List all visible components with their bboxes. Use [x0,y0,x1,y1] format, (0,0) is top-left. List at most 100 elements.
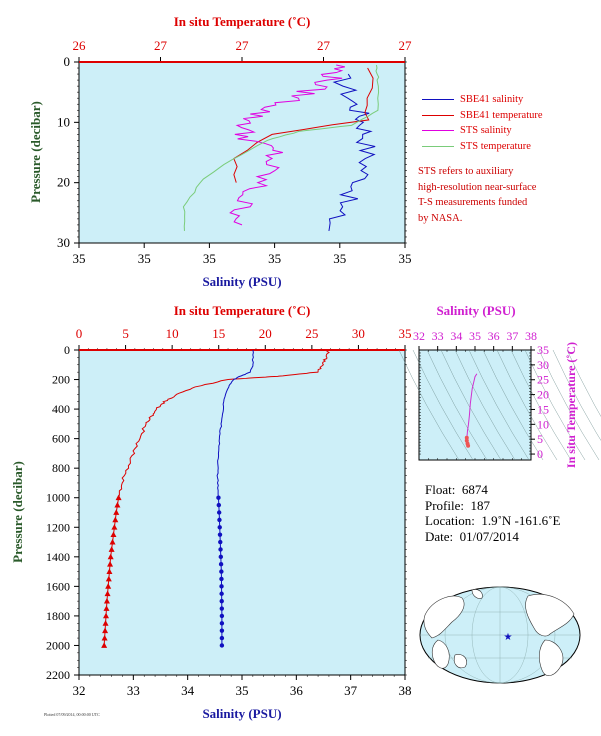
ts-top-tick-label: 35 [469,329,481,343]
temperature-marker [103,605,110,611]
temperature-marker [103,597,110,604]
salinity-marker [219,576,224,582]
ts-right-tick-label: 20 [537,388,549,402]
ts-point [464,435,469,440]
temperature-marker [114,501,121,508]
ts-top-tick-label: 32 [413,329,425,343]
ts-right-tick-label: 0 [537,447,543,461]
salinity-marker [219,606,225,611]
y-tick-label: 1200 [46,520,70,534]
profile-value: 187 [470,497,491,513]
bottom-tick-label: 33 [127,683,140,698]
legend-label: SBE41 temperature [460,109,543,121]
bottom-tick-label: 35 [333,251,346,266]
bottom-panel-y-axis: 0 200 400 600 800 1000 1200 1400 1600 1800 2000 220… [46,343,407,682]
y-tick-label: 200 [52,373,70,387]
y-tick-label: 400 [52,402,70,416]
top-panel: 26 27 27 27 27 35 35 35 35 35 35 0 10 20 30 In situ … [28,14,412,289]
salinity-marker [216,510,222,515]
ts-point [466,443,471,448]
y-tick-label: 600 [52,432,70,446]
top-panel-bottom-axis-title: Salinity (PSU) [202,274,281,289]
legend: SBE41 salinity SBE41 temperature STS sal… [420,92,543,154]
salinity-marker [219,591,224,596]
sts-note-line: by NASA. [418,212,463,224]
series-line-sbe41-salinity [216,349,254,646]
density-contour [398,349,460,461]
bottom-panel-bottom-axis-title: Salinity (PSU) [202,706,281,721]
ts-right-tick-label: 25 [537,373,549,387]
temperature-marker [115,494,122,501]
y-tick-label: 2200 [46,668,70,682]
salinity-marker [218,539,223,545]
legend-item-sts-temperature: STS temperature [420,139,543,155]
legend-label: STS temperature [460,140,531,152]
bottom-tick-label: 32 [73,683,86,698]
world-map-inset: ★ [419,586,581,684]
temperature-marker [108,546,115,552]
legend-label: STS salinity [460,125,512,136]
temperature-marker [101,642,108,648]
y-tick-label: 2000 [46,638,70,652]
ts-right-tick-label: 30 [537,358,549,372]
temperature-marker [105,575,112,582]
top-panel-bottom-axis: 35 35 35 35 35 35 [73,243,412,266]
ts-panel-plot-area [418,349,532,461]
float-label: Float: [425,482,456,497]
bottom-panel-series [79,349,405,648]
salinity-marker [218,554,224,560]
density-contour [440,349,502,461]
ts-panel-right-axis-title: In situ Temperature (˚C) [564,342,578,468]
profile-row: Profile: 187 [425,498,560,514]
density-contour [468,349,530,461]
date-label: Date: [425,528,454,544]
series-line-sbe41-temperature [103,349,330,646]
top-panel-series [79,61,405,232]
density-contour [482,349,544,461]
sts-note-line: STS refers to auxiliary [418,166,514,177]
profile-label: Profile: [425,497,464,513]
top-tick-label: 27 [154,38,168,53]
location-value: 1.9˚N -161.6˚E [481,513,561,528]
temperature-marker [107,553,114,560]
legend-item-sbe41-salinity: SBE41 salinity [420,92,543,108]
sts-note-line: high-resolution near-surface [418,181,537,193]
salinity-marker [219,569,224,574]
y-tick-label: 800 [52,461,70,475]
top-tick-label: 5 [122,326,129,341]
sts-note-line: T-S measurements funded [418,197,528,208]
top-tick-label: 0 [76,326,83,341]
y-tick-label: 0 [64,343,70,357]
temperature-marker [112,516,119,523]
salinity-marker [219,643,225,648]
y-tick-label: 1600 [46,579,70,593]
temperature-marker [104,590,111,597]
series-line-sbe41-temperature [233,67,374,183]
bottom-tick-label: 37 [344,683,358,698]
location-label: Location: [425,513,475,528]
top-panel-y-axis-title: Pressure (decibar) [28,101,43,203]
ts-density-contours [398,349,601,461]
legend-item-sts-salinity: STS salinity [420,123,543,139]
salinity-marker [219,621,225,626]
float-info: Float: 6874 Profile: 187 Location: 1.9˚N… [425,482,560,544]
bottom-tick-label: 38 [399,683,412,698]
y-tick-label: 30 [57,235,70,250]
density-contour [566,349,601,418]
temperature-marker [103,612,110,619]
bottom-tick-label: 35 [203,251,216,266]
ts-right-tick-label: 35 [537,343,549,357]
density-contour [426,349,488,461]
top-tick-label: 25 [305,326,318,341]
salinity-marker [218,562,224,567]
sts-note: STS refers to auxiliary high-resolution … [418,164,536,226]
y-tick-label: 20 [57,175,70,190]
density-contour [412,349,474,461]
top-tick-label: 15 [212,326,225,341]
bottom-tick-label: 35 [268,251,281,266]
series-line-sbe41-salinity [328,73,376,232]
salinity-marker [219,628,225,633]
